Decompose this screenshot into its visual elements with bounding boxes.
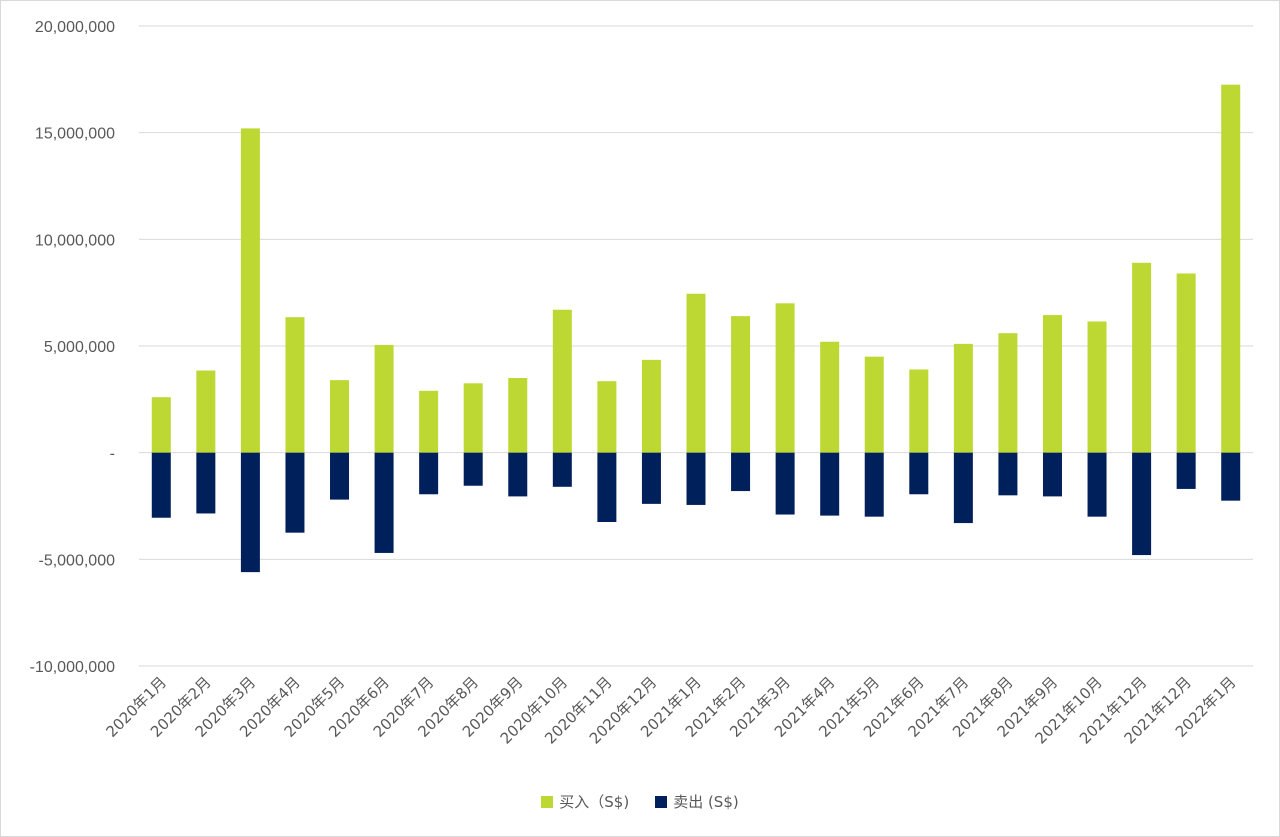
bar-buy	[1221, 84, 1241, 453]
bar-sell	[240, 452, 260, 573]
y-tick-label: -10,000,000	[30, 659, 116, 676]
bar-sell	[508, 452, 528, 497]
bar-sell	[953, 452, 973, 524]
bar-sell	[597, 452, 617, 522]
bar-sell	[864, 452, 884, 517]
bar-sell	[820, 452, 840, 516]
bar-buy	[552, 309, 572, 453]
bar-sell	[998, 452, 1018, 496]
bar-buy	[775, 303, 795, 453]
bar-sell	[686, 452, 706, 505]
legend-swatch-buy	[541, 795, 554, 808]
bar-buy	[998, 333, 1018, 453]
bar-sell	[1132, 452, 1152, 556]
bar-buy	[463, 383, 483, 453]
bar-buy	[597, 381, 617, 453]
y-tick-label: 10,000,000	[35, 232, 115, 249]
bar-buy	[419, 390, 439, 453]
bar-buy	[240, 128, 260, 453]
bar-buy	[285, 317, 305, 453]
y-tick-label: 5,000,000	[44, 339, 115, 356]
bar-chart: 20,000,000 15,000,000 10,000,000 5,000,000 -…	[30, 19, 1253, 748]
bar-buy	[196, 370, 216, 453]
bar-buy	[374, 344, 394, 453]
bar-buy	[1087, 321, 1107, 453]
legend-label-buy: 买入（S$)	[559, 793, 630, 811]
bar-buy	[820, 341, 840, 453]
bar-sell	[1176, 452, 1196, 489]
bar-sell	[731, 452, 751, 492]
bar-sell	[552, 452, 572, 487]
y-tick-label: 15,000,000	[35, 126, 115, 143]
bar-sell	[775, 452, 795, 515]
bar-sell	[374, 452, 394, 553]
bar-buy	[864, 356, 884, 453]
bar-sell	[419, 452, 439, 495]
bar-buy	[151, 397, 171, 453]
bar-buy	[1042, 315, 1062, 453]
bar-buy	[731, 316, 751, 453]
y-tick-label: -	[110, 446, 115, 463]
bar-buy	[686, 293, 706, 453]
bar-buy	[953, 343, 973, 453]
bar-sell	[285, 452, 305, 533]
bar-buy	[508, 378, 528, 453]
y-tick-label: 20,000,000	[35, 19, 115, 36]
bar-sell	[1042, 452, 1062, 497]
bar-sell	[1221, 452, 1241, 501]
legend-swatch-sell	[655, 795, 668, 808]
bar-sell	[1087, 452, 1107, 517]
y-tick-label: -5,000,000	[38, 552, 115, 569]
bar-buy	[1132, 262, 1152, 453]
bar-buy	[330, 380, 350, 453]
bar-sell	[463, 452, 483, 486]
bar-sell	[196, 452, 216, 514]
bar-sell	[330, 452, 350, 500]
bar-sell	[151, 452, 171, 518]
legend-item-sell: 卖出 (S$)	[655, 791, 739, 812]
legend-label-sell: 卖出 (S$)	[673, 793, 739, 811]
legend: 买入（S$) 卖出 (S$)	[1, 791, 1279, 812]
bar-sell	[641, 452, 661, 504]
bar-buy	[1176, 273, 1196, 453]
bar-sell	[909, 452, 929, 495]
bar-buy	[909, 369, 929, 453]
legend-item-buy: 买入（S$)	[541, 791, 629, 812]
bar-buy	[641, 359, 661, 453]
